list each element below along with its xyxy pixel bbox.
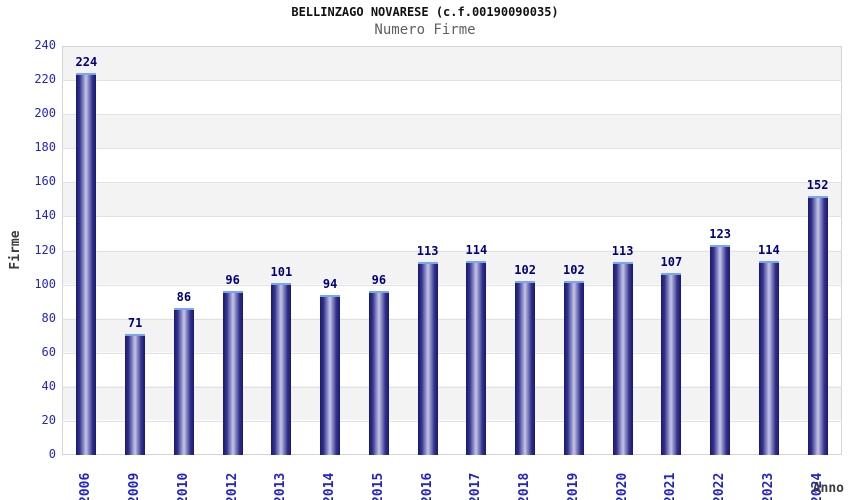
y-tick-label: 160	[34, 174, 56, 189]
bar-value-label: 102	[514, 263, 536, 278]
x-tick-label: 2013	[273, 472, 289, 500]
bar	[710, 245, 731, 455]
y-tick-label: 180	[34, 140, 56, 155]
x-tick-label: 2019	[565, 472, 581, 500]
bar-value-label: 113	[416, 244, 439, 259]
y-tick-label: 40	[41, 378, 56, 393]
bar	[515, 281, 536, 455]
x-tick-label: 2009	[127, 472, 143, 500]
x-tick-label: 2014	[322, 472, 338, 500]
y-tick-label: 240	[34, 38, 56, 52]
y-tick-label: 140	[34, 208, 56, 223]
gridline	[62, 386, 842, 388]
y-tick-label: 100	[34, 276, 56, 291]
bar-value-label: 114	[758, 242, 780, 257]
gridline	[62, 318, 842, 320]
bar-value-label: 96	[371, 273, 387, 288]
y-tick-label: 200	[34, 106, 56, 121]
gridline	[62, 182, 842, 184]
bar	[612, 262, 633, 455]
gridline	[62, 250, 842, 252]
bar	[563, 281, 584, 455]
bar	[320, 294, 341, 455]
bar-value-label: 101	[270, 264, 293, 279]
bar-value-label: 94	[322, 276, 338, 291]
bar-value-label: 86	[176, 290, 192, 305]
x-tick-label: 2012	[224, 472, 240, 500]
x-tick-label: 2023	[760, 472, 776, 500]
bar-value-label: 123	[709, 227, 731, 242]
bar-value-label: 71	[127, 316, 143, 330]
x-tick-label: 2017	[468, 472, 484, 500]
bar	[417, 262, 438, 455]
chart-subtitle: Numero Firme	[374, 22, 476, 38]
bar-value-label: 113	[611, 244, 634, 259]
chart-title: BELLINZAGO NOVARESE (c.f.00190090035)	[291, 5, 559, 19]
bar	[661, 272, 682, 455]
y-tick-label: 120	[34, 242, 56, 257]
bar-value-label: 152	[806, 178, 829, 192]
y-tick-label: 0	[48, 447, 56, 461]
gridline	[62, 80, 842, 82]
y-tick-label: 220	[34, 72, 56, 87]
bar	[173, 308, 194, 455]
gridline	[62, 216, 842, 218]
bar	[807, 196, 828, 455]
bar-value-label: 102	[563, 263, 585, 278]
x-tick-label: 2021	[663, 472, 679, 500]
x-axis-label: Anno	[812, 481, 844, 496]
gridline	[62, 420, 842, 422]
x-tick-label: 2010	[175, 472, 191, 500]
x-tick-label: 2020	[614, 472, 630, 500]
x-tick-label: 2022	[712, 472, 728, 500]
y-tick-label: 80	[41, 310, 56, 325]
bar-value-label: 114	[465, 242, 488, 257]
bar	[466, 260, 487, 455]
x-tick-label: 2018	[517, 472, 533, 500]
y-tick-label: 60	[41, 344, 56, 359]
x-tick-label: 2015	[370, 472, 386, 500]
bar-value-label: 224	[75, 55, 98, 70]
x-tick-label: 2016	[419, 472, 435, 500]
gridline	[62, 114, 842, 116]
bar	[76, 73, 97, 455]
gridline	[62, 148, 842, 150]
bar	[368, 291, 389, 455]
bar	[125, 334, 146, 455]
bar-value-label: 107	[660, 254, 683, 269]
y-tick-label: 20	[41, 412, 56, 427]
x-tick-label: 2006	[78, 472, 94, 500]
bar	[271, 282, 292, 455]
bar-value-label: 96	[225, 273, 240, 288]
y-axis-label: Firme	[8, 230, 24, 270]
gridline	[62, 284, 842, 286]
bar	[222, 291, 243, 455]
bar	[758, 260, 779, 455]
gridline	[62, 352, 842, 354]
